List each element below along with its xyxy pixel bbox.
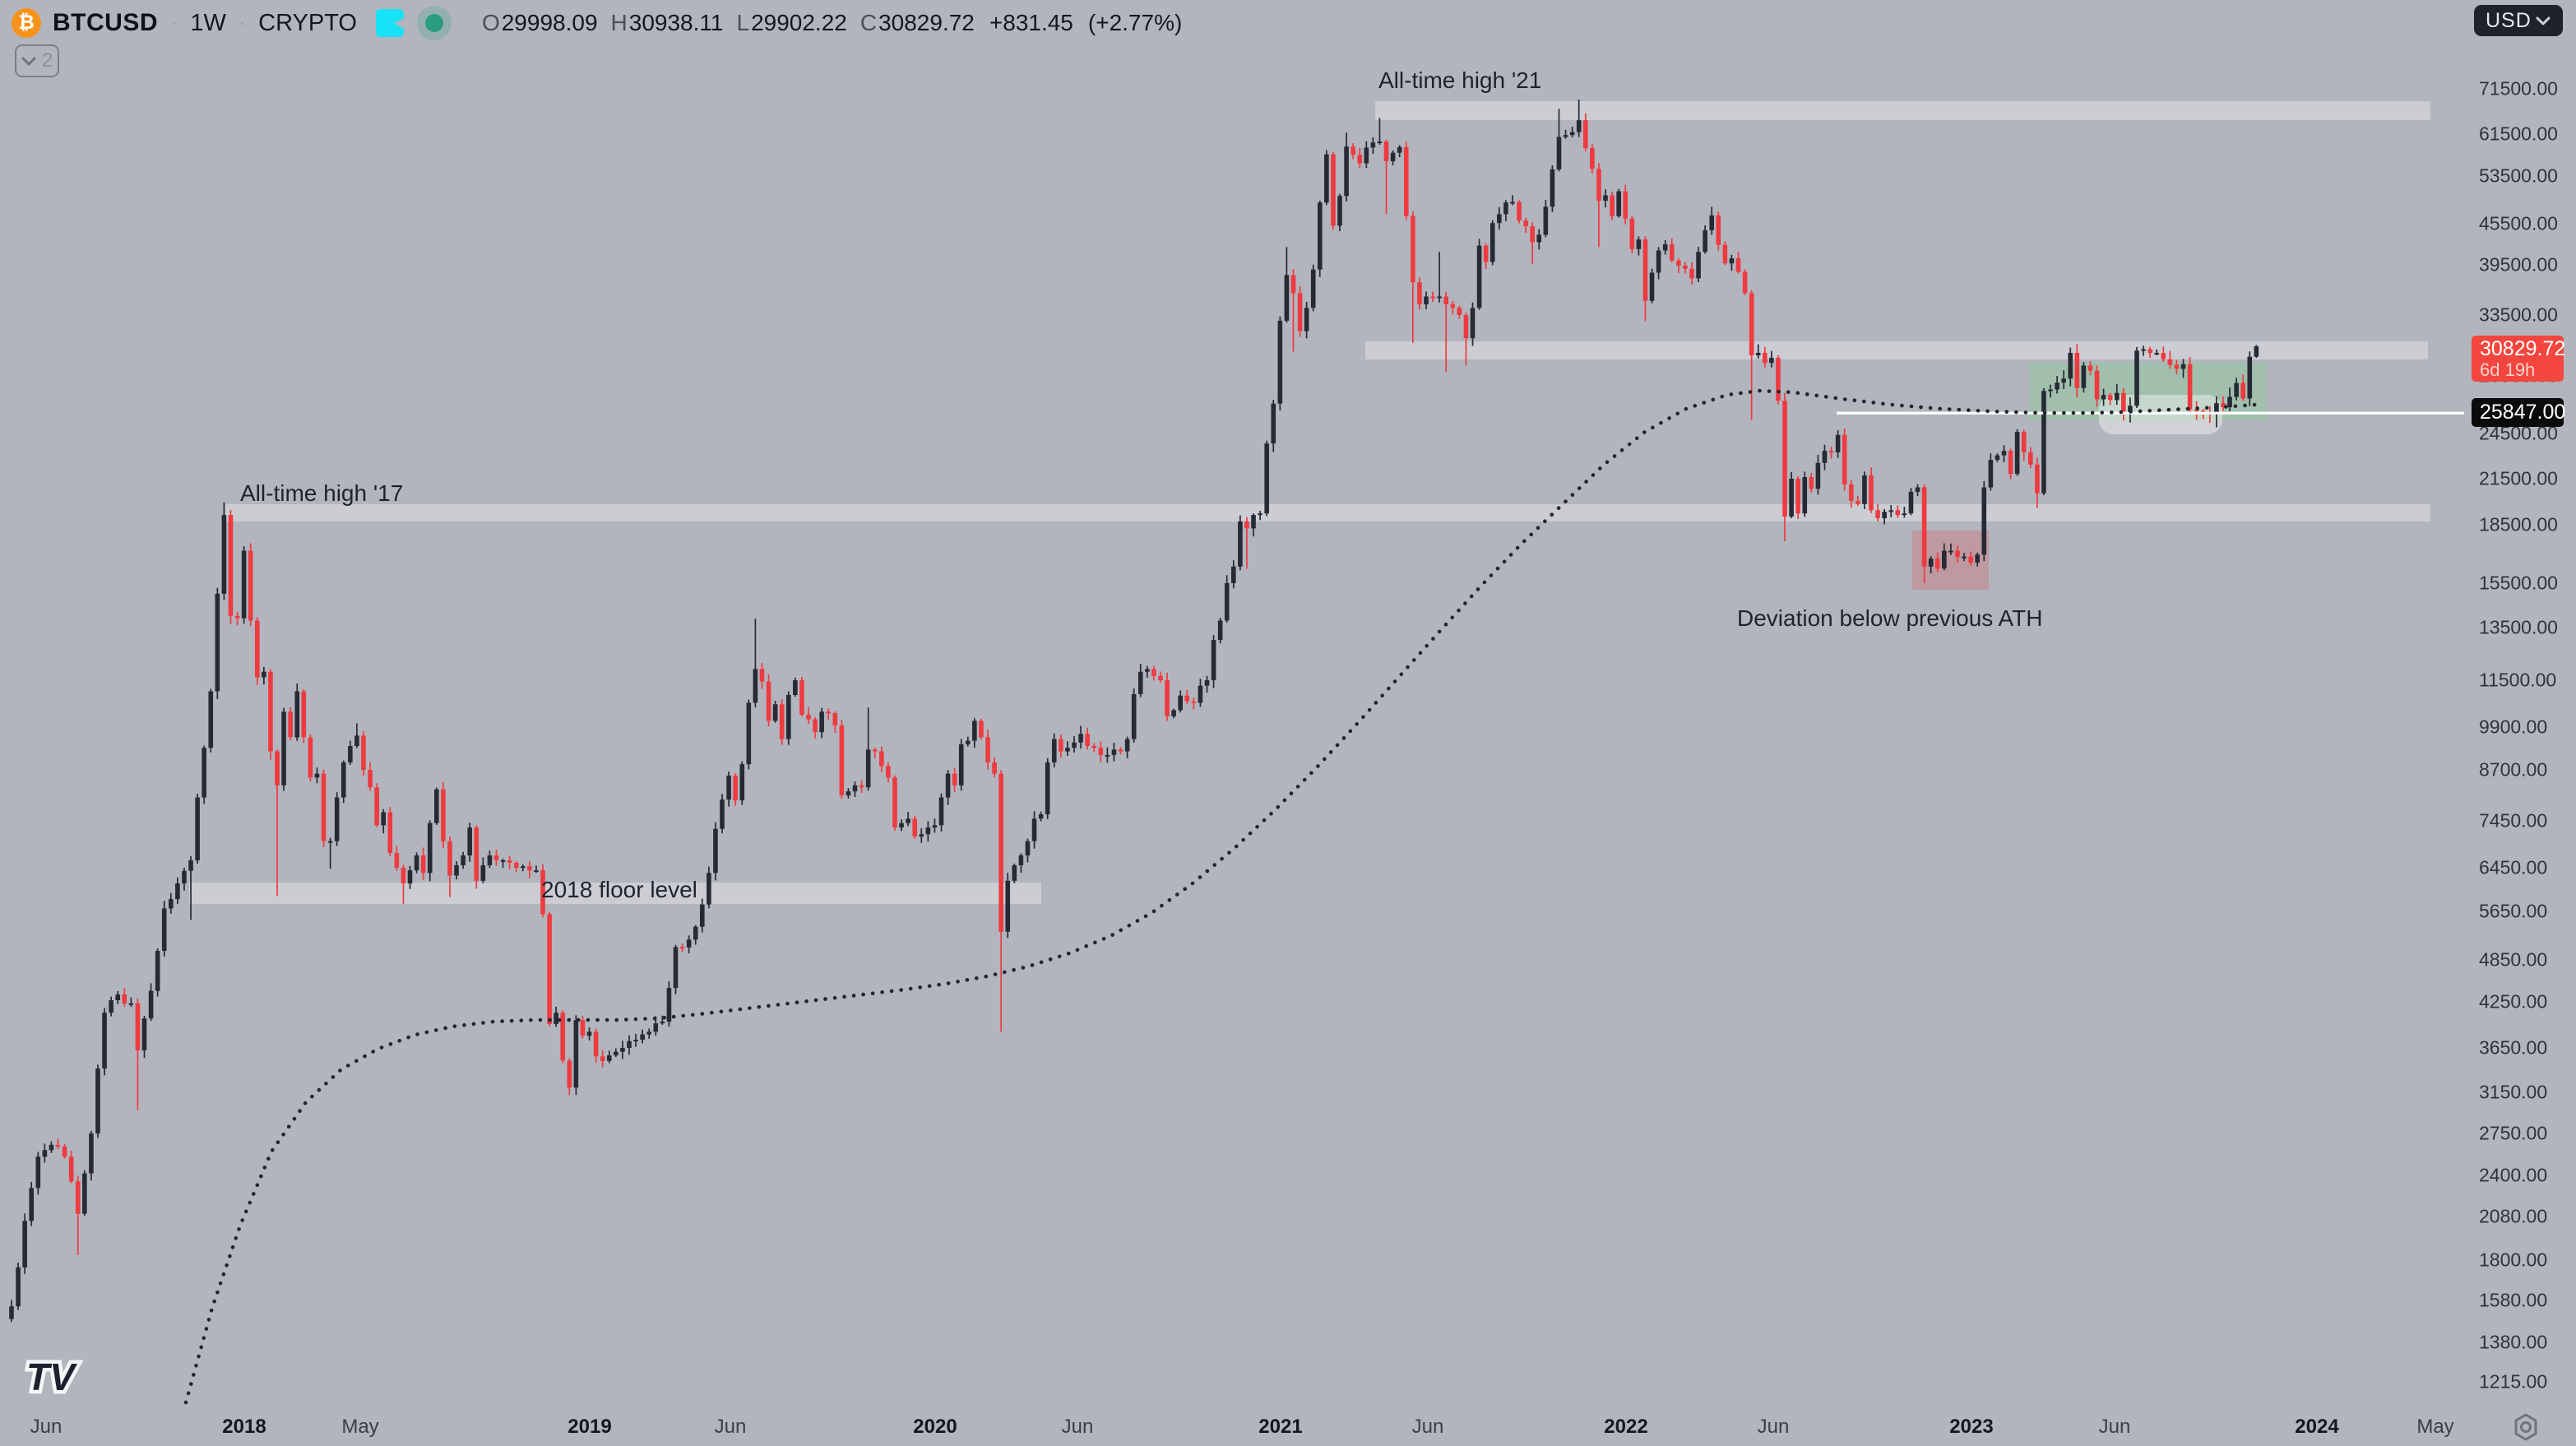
open-label: O xyxy=(481,10,500,35)
price-tick-label: 6450.00 xyxy=(2479,856,2548,878)
low-label: L xyxy=(736,10,750,35)
separator-dot: · xyxy=(239,12,246,33)
symbol-header: ₿ BTCUSD · 1W · CRYPTO O29998.09 H30938.… xyxy=(12,5,1182,41)
time-tick-month: Jun xyxy=(30,1416,63,1438)
price-chart[interactable] xyxy=(0,0,2467,1408)
currency-label: USD xyxy=(2486,8,2532,32)
close-value: 30829.72 xyxy=(878,10,975,35)
price-tick-label: 15500.00 xyxy=(2479,572,2558,594)
price-tick-label: 33500.00 xyxy=(2479,304,2558,326)
tradingview-logo-glyph: TV xyxy=(26,1356,77,1398)
open-value: 29998.09 xyxy=(501,10,598,35)
collapse-symbol-preview-button[interactable]: 2 xyxy=(15,44,59,77)
price-tick-label: 2750.00 xyxy=(2479,1122,2548,1144)
exchange-label: CRYPTO xyxy=(258,9,357,36)
time-tick-year: 2018 xyxy=(222,1416,266,1438)
time-axis[interactable]: Jun 2018 May 2019 Jun 2020 Jun 2021 Jun 2022 Jun 20… xyxy=(0,1408,2467,1446)
tradingview-logo[interactable]: TV xyxy=(20,1351,99,1403)
price-tick-label: 1580.00 xyxy=(2479,1289,2548,1311)
currency-selector-button[interactable]: USD xyxy=(2474,5,2563,36)
price-tick-label: 13500.00 xyxy=(2479,616,2558,638)
change-percent: (+2.77%) xyxy=(1087,10,1183,35)
separator-dot: · xyxy=(171,12,178,33)
bar-close-countdown: 6d 19h xyxy=(2480,359,2536,381)
price-tick-label: 9900.00 xyxy=(2479,716,2548,738)
low-value: 29902.22 xyxy=(751,10,847,35)
time-tick-year: 2020 xyxy=(913,1416,957,1438)
chevron-down-icon xyxy=(21,57,36,65)
price-tick-label: 1380.00 xyxy=(2479,1331,2548,1353)
price-tick-label: 1800.00 xyxy=(2479,1249,2548,1271)
time-tick-year: 2022 xyxy=(1604,1416,1648,1438)
price-tick-label: 7450.00 xyxy=(2479,809,2548,832)
price-tick-label: 3150.00 xyxy=(2479,1081,2548,1103)
time-tick-year: 2021 xyxy=(1258,1416,1303,1438)
time-tick-month: Jun xyxy=(1411,1416,1444,1438)
time-tick-month: Jun xyxy=(714,1416,747,1438)
chart-canvas[interactable]: All-time high '21 All-time high '17 2018 f… xyxy=(0,0,2467,1408)
time-tick-month: May xyxy=(341,1416,379,1438)
time-tick-year: 2024 xyxy=(2295,1416,2339,1438)
price-tick-label: 4850.00 xyxy=(2479,948,2548,971)
time-tick-month: Jun xyxy=(1757,1416,1790,1438)
current-price-value: 30829.72 xyxy=(2480,337,2566,361)
ohlc-readout: O29998.09 H30938.11 L29902.22 C30829.72 … xyxy=(482,10,1182,36)
price-tick-label: 1215.00 xyxy=(2479,1370,2548,1393)
interval-label[interactable]: 1W xyxy=(190,9,226,36)
current-price-badge: 30829.72 6d 19h xyxy=(2472,336,2566,382)
line-price-value: 25847.00 xyxy=(2480,401,2566,424)
ath-2017-label[interactable]: All-time high '17 xyxy=(240,480,404,506)
axis-settings-gear-icon[interactable] xyxy=(2509,1410,2543,1444)
2018-floor-band[interactable] xyxy=(189,883,1041,904)
price-tick-label: 45500.00 xyxy=(2479,212,2558,234)
indicator-count: 2 xyxy=(41,49,53,72)
price-tick-label: 2400.00 xyxy=(2479,1164,2548,1186)
high-label: H xyxy=(610,10,628,35)
time-tick-year: 2023 xyxy=(1949,1416,1994,1438)
annotation-layer: All-time high '21 All-time high '17 2018 f… xyxy=(240,67,2043,902)
close-label: C xyxy=(859,10,878,35)
price-tick-label: 53500.00 xyxy=(2479,165,2558,187)
time-tick-month: May xyxy=(2416,1416,2454,1438)
high-value: 30938.11 xyxy=(628,10,724,35)
price-tick-label: 71500.00 xyxy=(2479,77,2558,100)
candlestick-series xyxy=(9,99,2259,1323)
price-tick-label: 3650.00 xyxy=(2479,1036,2548,1059)
flag-icon[interactable] xyxy=(375,8,405,38)
change-value: +831.45 xyxy=(989,10,1073,35)
deviation-label[interactable]: Deviation below previous ATH xyxy=(1737,605,2043,631)
price-tick-label: 39500.00 xyxy=(2479,253,2558,276)
ath-2021-label[interactable]: All-time high '21 xyxy=(1378,67,1542,93)
price-tick-label: 18500.00 xyxy=(2479,513,2558,535)
price-tick-label: 2080.00 xyxy=(2479,1205,2548,1227)
price-axis[interactable]: 30829.72 6d 19h 25847.00 71500.00 61500.0… xyxy=(2467,0,2576,1441)
price-tick-label: 5650.00 xyxy=(2479,900,2548,922)
ath-2021-band[interactable] xyxy=(1375,101,2430,120)
price-tick-label: 61500.00 xyxy=(2479,123,2558,145)
price-tick-label: 11500.00 xyxy=(2479,669,2557,691)
price-tick-label: 4250.00 xyxy=(2479,990,2548,1013)
price-tick-label: 21500.00 xyxy=(2479,467,2558,489)
floor-2018-label[interactable]: 2018 floor level xyxy=(541,877,697,902)
price-tick-label: 8700.00 xyxy=(2479,758,2548,781)
symbol-name[interactable]: BTCUSD xyxy=(53,9,158,36)
market-status-icon xyxy=(416,5,452,41)
horizontal-line-price-badge: 25847.00 xyxy=(2472,398,2566,428)
time-tick-year: 2019 xyxy=(568,1416,612,1438)
moving-average-dotted-line[interactable] xyxy=(183,388,2259,1405)
time-tick-month: Jun xyxy=(2098,1416,2131,1438)
zones-layer xyxy=(189,101,2430,904)
ath-2017-band[interactable] xyxy=(225,504,2430,521)
chevron-down-icon xyxy=(2536,16,2551,25)
30k-band[interactable] xyxy=(1365,341,2428,359)
bitcoin-icon: ₿ xyxy=(12,8,41,38)
time-tick-month: Jun xyxy=(1061,1416,1094,1438)
